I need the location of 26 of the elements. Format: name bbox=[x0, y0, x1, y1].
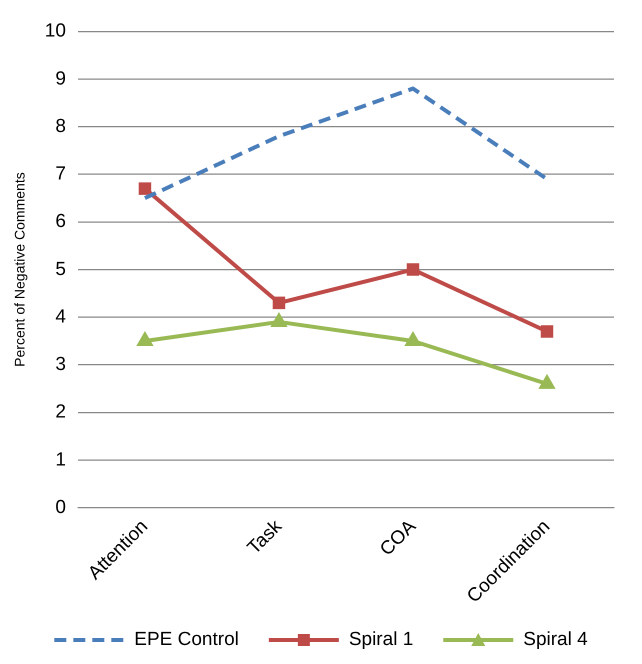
point bbox=[138, 332, 152, 346]
point bbox=[406, 332, 420, 346]
x-tick-label: Task bbox=[244, 516, 287, 559]
y-tick-label: 6 bbox=[55, 211, 66, 232]
point bbox=[272, 296, 286, 310]
y-tick-label: 5 bbox=[55, 258, 66, 280]
point bbox=[540, 376, 554, 389]
point bbox=[540, 325, 554, 338]
point bbox=[138, 182, 152, 195]
y-tick-label: 4 bbox=[55, 306, 66, 328]
y-tick-label: 10 bbox=[44, 20, 66, 42]
y-tick-label: 3 bbox=[55, 354, 66, 376]
legend-label: Spiral 1 bbox=[348, 629, 414, 650]
point bbox=[272, 314, 286, 327]
y-tick-label: 0 bbox=[55, 496, 66, 518]
legend-label: EPE Control bbox=[134, 629, 239, 650]
point bbox=[406, 263, 420, 276]
y-tick-label: 9 bbox=[55, 68, 66, 90]
y-tick-label: 8 bbox=[55, 116, 66, 137]
y-axis-title: Percent of Negative Comments bbox=[11, 172, 28, 367]
legend-label: Spiral 4 bbox=[523, 629, 588, 650]
y-tick-label: 2 bbox=[55, 402, 66, 423]
x-tick-label: COA bbox=[376, 516, 420, 560]
y-tick-label: 1 bbox=[55, 449, 66, 470]
y-tick-label: 7 bbox=[55, 164, 66, 185]
line-series bbox=[142, 86, 549, 200]
